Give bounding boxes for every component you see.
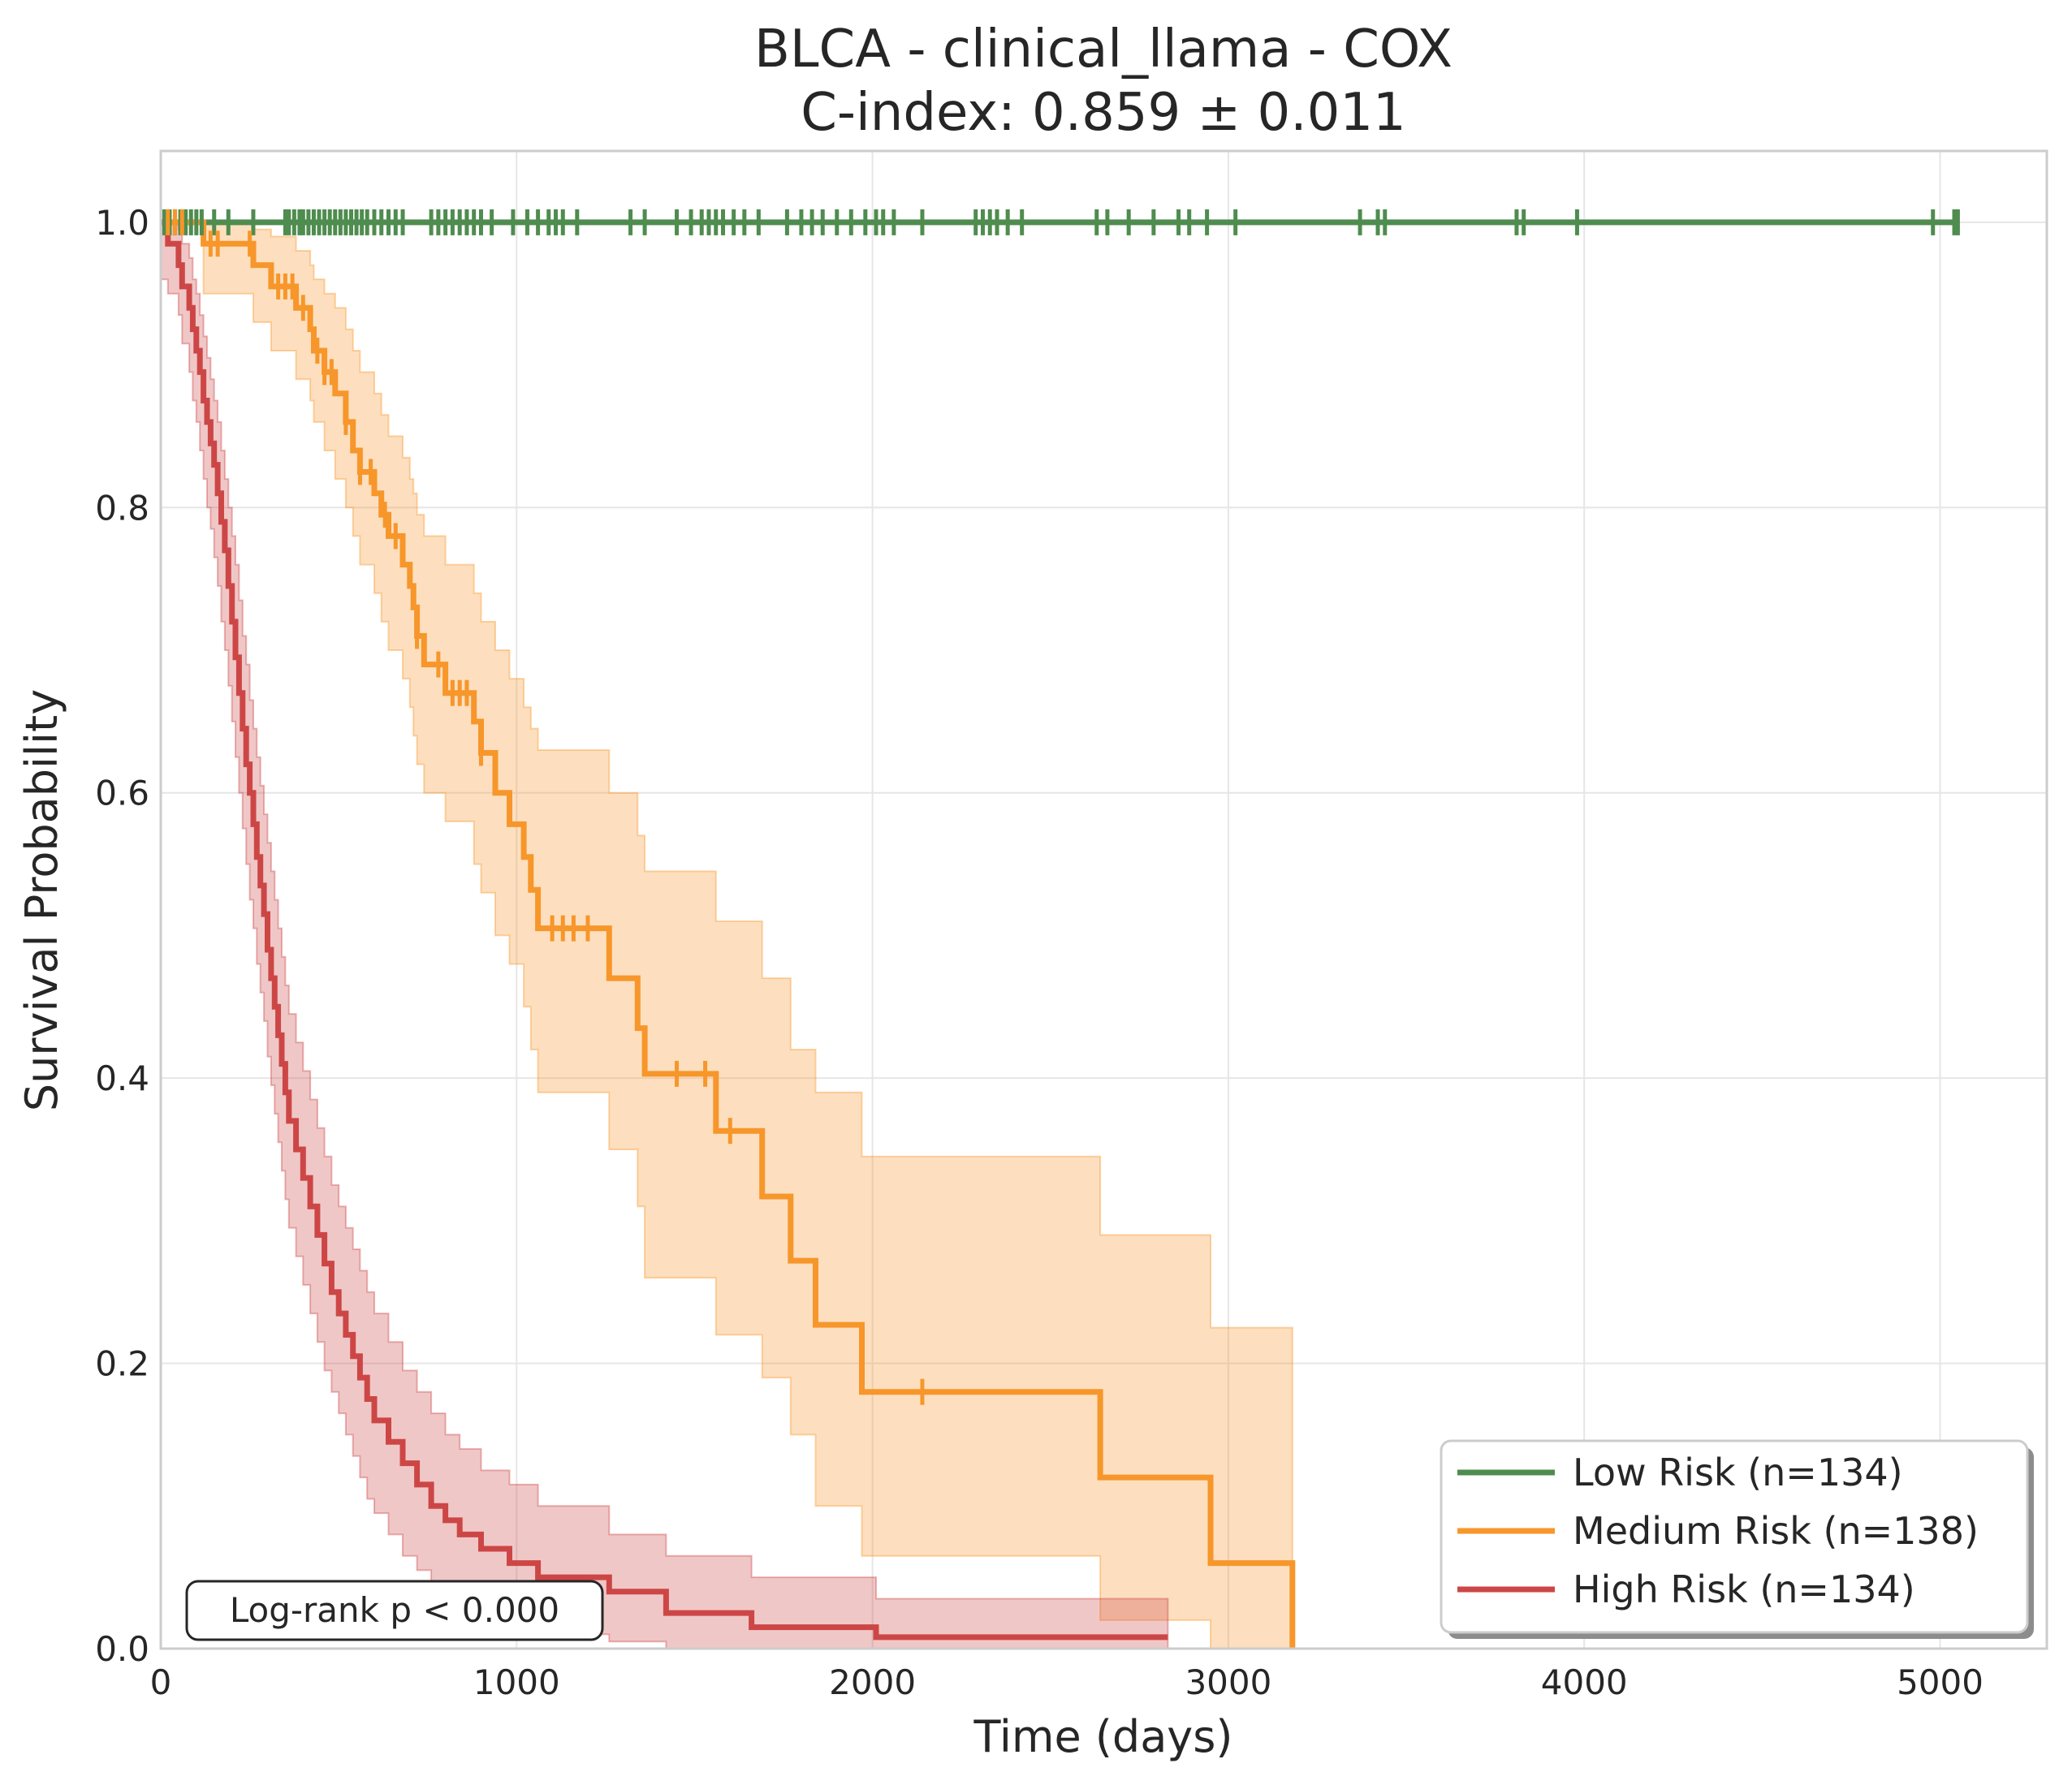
x-tick-label: 0: [150, 1662, 172, 1702]
low-risk-legend-label: Low Risk (n=134): [1573, 1451, 1903, 1494]
chart-subtitle: C-index: 0.859 ± 0.011: [801, 83, 1406, 143]
chart-title: BLCA - clinical_llama - COX: [754, 19, 1453, 80]
x-tick-label: 4000: [1541, 1662, 1628, 1702]
y-tick-label: 0.4: [95, 1058, 149, 1098]
y-axis-label: Survival Probability: [16, 689, 67, 1111]
annotation-box: [185, 1580, 604, 1641]
x-axis-label: Time (days): [973, 1711, 1233, 1762]
logrank-text: Log-rank p < 0.000: [230, 1590, 559, 1630]
x-tick-label: 1000: [473, 1662, 560, 1702]
high-risk-curve: [161, 219, 1168, 1641]
y-axis-ticks: 0.0 0.2 0.4 0.6 0.8 1.0: [95, 203, 149, 1669]
y-tick-label: 0.0: [95, 1629, 149, 1669]
x-tick-label: 2000: [829, 1662, 916, 1702]
plot-frame: [159, 149, 2048, 1650]
legend: Low Risk (n=134) Medium Risk (n=138) High …: [1440, 1439, 2034, 1639]
high-risk-ci-band: [160, 221, 1169, 1649]
censor-marks: [162, 209, 1960, 1405]
x-tick-label: 3000: [1185, 1662, 1271, 1702]
y-tick-label: 0.6: [95, 774, 149, 813]
logrank-annotation: Log-rank p < 0.000: [185, 1580, 604, 1641]
high-risk-legend-label: High Risk (n=134): [1573, 1567, 1915, 1611]
plot-area: [161, 151, 2047, 1649]
x-axis-ticks: 0 1000 2000 3000 4000 5000: [150, 1662, 1984, 1702]
medium-risk-curve: [161, 219, 1296, 1649]
y-tick-label: 1.0: [95, 203, 149, 243]
y-tick-label: 0.2: [95, 1344, 149, 1384]
x-tick-label: 5000: [1897, 1662, 1984, 1702]
y-tick-label: 0.8: [95, 488, 149, 528]
legend-entries: Low Risk (n=134) Medium Risk (n=138) High …: [1457, 1451, 1979, 1611]
legend-box: [1440, 1439, 2029, 1634]
medium-risk-legend-label: Medium Risk (n=138): [1573, 1509, 1979, 1553]
